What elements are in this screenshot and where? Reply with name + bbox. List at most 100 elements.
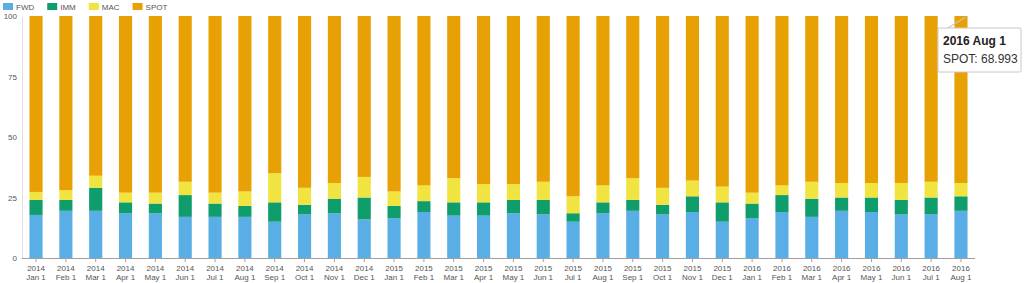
bar-segment[interactable] <box>656 214 669 258</box>
bar-segment[interactable] <box>954 211 967 258</box>
bar-segment[interactable] <box>775 185 788 195</box>
bar-segment[interactable] <box>805 217 818 258</box>
bar-segment[interactable] <box>388 218 401 258</box>
bar-segment[interactable] <box>358 16 371 177</box>
bar-segment[interactable] <box>626 178 639 200</box>
bar-segment[interactable] <box>29 200 42 215</box>
bar-segment[interactable] <box>298 214 311 258</box>
bar-segment[interactable] <box>447 16 460 178</box>
bar-segment[interactable] <box>507 184 520 200</box>
bar-segment[interactable] <box>596 202 609 213</box>
bar-segment[interactable] <box>865 183 878 198</box>
bar-segment[interactable] <box>119 213 132 258</box>
bar-segment[interactable] <box>59 211 72 258</box>
bar-segment[interactable] <box>537 16 550 182</box>
bar-segment[interactable] <box>149 213 162 258</box>
bar-segment[interactable] <box>447 178 460 202</box>
bar-segment[interactable] <box>626 16 639 178</box>
bar-segment[interactable] <box>238 191 251 206</box>
bar-segment[interactable] <box>208 193 221 204</box>
bar-segment[interactable] <box>59 190 72 200</box>
bar-segment[interactable] <box>29 16 42 192</box>
bar-segment[interactable] <box>805 182 818 199</box>
bar-segment[interactable] <box>179 195 192 217</box>
bar-segment[interactable] <box>268 202 281 221</box>
bar-segment[interactable] <box>925 214 938 258</box>
bar-segment[interactable] <box>149 16 162 193</box>
bar-segment[interactable] <box>238 217 251 258</box>
bar-segment[interactable] <box>746 193 759 204</box>
bar-segment[interactable] <box>716 222 729 258</box>
bar-segment[interactable] <box>775 212 788 258</box>
bar-segment[interactable] <box>835 16 848 183</box>
bar-segment[interactable] <box>716 187 729 203</box>
bar-segment[interactable] <box>417 212 430 258</box>
bar-segment[interactable] <box>208 217 221 258</box>
bar-segment[interactable] <box>238 206 251 217</box>
bar-segment[interactable] <box>149 204 162 214</box>
bar-segment[interactable] <box>895 200 908 215</box>
bar-segment[interactable] <box>567 222 580 258</box>
bar-segment[interactable] <box>417 201 430 212</box>
bar-segment[interactable] <box>596 16 609 185</box>
bar-segment[interactable] <box>477 184 490 202</box>
bar-segment[interactable] <box>119 193 132 203</box>
bar-segment[interactable] <box>626 200 639 211</box>
bar-segment[interactable] <box>925 182 938 198</box>
bar-segment[interactable] <box>537 214 550 258</box>
bar-segment[interactable] <box>686 212 699 258</box>
bar-segment[interactable] <box>29 192 42 200</box>
bar-segment[interactable] <box>537 182 550 200</box>
bar-segment[interactable] <box>89 176 102 188</box>
bar-segment[interactable] <box>388 191 401 206</box>
bar-segment[interactable] <box>626 211 639 258</box>
bar-segment[interactable] <box>417 16 430 185</box>
bar-segment[interactable] <box>775 16 788 185</box>
bar-segment[interactable] <box>895 16 908 183</box>
bar-segment[interactable] <box>477 16 490 184</box>
bar-segment[interactable] <box>89 211 102 258</box>
bar-segment[interactable] <box>119 202 132 213</box>
bar-segment[interactable] <box>328 16 341 183</box>
legend-item[interactable]: MAC <box>89 3 120 12</box>
bar-segment[interactable] <box>89 16 102 176</box>
bar-segment[interactable] <box>119 16 132 193</box>
bar-segment[interactable] <box>388 16 401 191</box>
bar-segment[interactable] <box>477 216 490 258</box>
bar-segment[interactable] <box>805 16 818 182</box>
bar-segment[interactable] <box>596 213 609 258</box>
bar-segment[interactable] <box>895 214 908 258</box>
bar-segment[interactable] <box>865 212 878 258</box>
bar-segment[interactable] <box>954 183 967 196</box>
bar-segment[interactable] <box>716 16 729 187</box>
bar-segment[interactable] <box>746 218 759 258</box>
bar-segment[interactable] <box>89 188 102 211</box>
bar-segment[interactable] <box>925 16 938 182</box>
bar-segment[interactable] <box>686 16 699 181</box>
bar-segment[interactable] <box>298 16 311 188</box>
bar-segment[interactable] <box>358 198 371 220</box>
bar-segment[interactable] <box>686 196 699 212</box>
bar-segment[interactable] <box>716 202 729 221</box>
bar-segment[interactable] <box>298 188 311 205</box>
bar-segment[interactable] <box>835 198 848 211</box>
bar-segment[interactable] <box>477 202 490 215</box>
bar-segment[interactable] <box>656 205 669 215</box>
bar-segment[interactable] <box>746 16 759 193</box>
bar-segment[interactable] <box>925 198 938 215</box>
bar-segment[interactable] <box>835 211 848 258</box>
bar-segment[interactable] <box>686 181 699 197</box>
bar-segment[interactable] <box>567 213 580 221</box>
bar-segment[interactable] <box>507 213 520 258</box>
legend-item[interactable]: SPOT <box>133 3 168 12</box>
bar-segment[interactable] <box>59 200 72 211</box>
bar-segment[interactable] <box>208 204 221 217</box>
bar-segment[interactable] <box>447 216 460 258</box>
bar-segment[interactable] <box>298 205 311 215</box>
bar-segment[interactable] <box>238 16 251 191</box>
bar-segment[interactable] <box>447 202 460 215</box>
bar-segment[interactable] <box>865 198 878 213</box>
bar-segment[interactable] <box>29 215 42 258</box>
bar-segment[interactable] <box>835 183 848 198</box>
bar-segment[interactable] <box>358 177 371 198</box>
